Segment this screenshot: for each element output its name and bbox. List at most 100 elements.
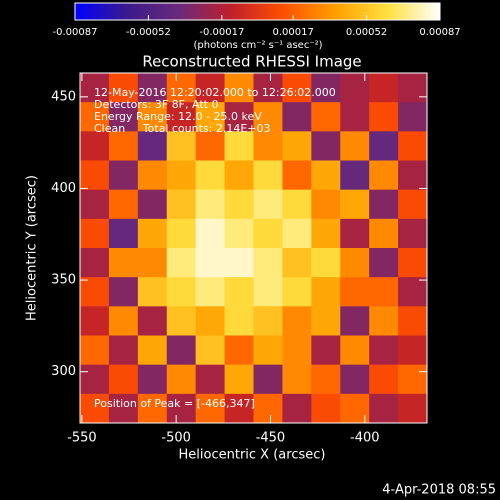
heatmap-cell [282,277,312,307]
heatmap-cell [137,218,168,249]
heatmap-cell [137,102,168,132]
heatmap-cell [253,218,283,249]
heatmap-cell [80,189,110,220]
heatmap-cell [224,248,254,278]
heatmap-cell [80,248,110,278]
heatmap-cell [340,277,370,307]
heatmap-cell [108,218,139,249]
plot-frame [79,72,428,424]
peak-label: Position of Peak = [-466,347] [94,397,255,410]
y-tick-label: 350 [51,273,76,288]
heatmap-cell [137,335,168,366]
heatmap-cell [398,277,428,307]
colorbar-tick-label: -0.00087 [53,27,98,38]
heatmap-cell [224,364,254,395]
heatmap-cell [224,393,254,424]
heatmap-cell [166,277,197,307]
colorbar-label: (photons cm⁻² s⁻¹ asec⁻²) [193,40,322,51]
heatmap-cell [108,248,139,278]
heatmap-cell [137,73,168,103]
heatmap-cell [137,160,168,191]
colorbar-tick-label: -0.00017 [199,27,244,38]
heatmap-cell [80,277,110,307]
heatmap-cell [253,335,283,366]
heatmap-cell [80,102,110,132]
heatmap-cell [369,364,399,395]
heatmap-cell [253,160,283,191]
heatmap-cell [80,73,110,103]
x-tick-label: -550 [67,431,97,446]
colorbar-tick-label: 0.00017 [272,27,313,38]
heatmap-cell [398,102,428,132]
heatmap-cell [166,364,197,395]
heatmap-cell [369,73,399,103]
x-tick-label: -400 [350,431,380,446]
heatmap-cell [369,102,399,132]
heatmap-cell [369,248,399,278]
heatmap-cell [137,364,168,395]
heatmap-cell [224,189,254,220]
heatmap-cell [166,73,197,103]
heatmap-cell [166,189,197,220]
heatmap-cell [282,189,312,220]
heatmap-cell [398,393,428,424]
heatmap-cell [398,364,428,395]
heatmap-cell [398,73,428,103]
heatmap-cell [195,189,226,220]
heatmap-cell [282,160,312,191]
heatmap-cell [195,306,226,336]
heatmap-cell [195,335,226,366]
heatmap-cell [398,335,428,366]
heatmap-cell [137,131,168,161]
heatmap-cell [253,73,283,103]
heatmap-cell [195,393,226,424]
heatmap-cell [108,73,139,103]
colorbar-tick-label: -0.00052 [126,27,171,38]
heatmap-cell [398,218,428,249]
heatmap-cell [137,393,168,424]
heatmap-cell [369,189,399,220]
heatmap-cell [166,160,197,191]
heatmap-cell [340,131,370,161]
heatmap-cell [369,277,399,307]
heatmap-cell [108,131,139,161]
heatmap-cell [311,131,341,161]
x-axis-label: Heliocentric X (arcsec) [179,448,326,463]
heatmap-cell [282,364,312,395]
heatmap-cell [398,248,428,278]
heatmap-cell [398,189,428,220]
heatmap-cell [282,393,312,424]
heatmap-cell [80,393,110,424]
heatmap-cell [311,189,341,220]
heatmap-cell [80,364,110,395]
heatmap-cell [166,393,197,424]
heatmap-cell [137,189,168,220]
heatmap-cell [340,218,370,249]
heatmap-cell [195,160,226,191]
heatmap-cell [253,364,283,395]
colorbar-tick-label: 0.00087 [419,27,460,38]
y-axis-label: Heliocentric Y (arcsec) [25,175,40,321]
heatmap-cell [166,218,197,249]
heatmap-cell [311,306,341,336]
heatmap-cell [224,131,254,161]
heatmap-cell [253,306,283,336]
heatmap-cell [398,160,428,191]
heatmap-cell [282,73,312,103]
colorbar [74,2,441,21]
heatmap-cell [224,306,254,336]
heatmap-cell [398,306,428,336]
heatmap-cell [282,306,312,336]
heatmap-cell [369,131,399,161]
annotation: Energy Range: 12.0 - 25.0 keV [94,110,262,123]
heatmap-cell [108,160,139,191]
heatmap-cell [80,218,110,249]
heatmap-cell [166,306,197,336]
x-tick-label: -500 [161,431,191,446]
heatmap-cell [282,102,312,132]
y-tick-label: 450 [51,89,76,104]
heatmap-cell [224,102,254,132]
heatmap-cell [253,102,283,132]
y-tick-label: 400 [51,181,76,196]
heatmap-cell [340,335,370,366]
